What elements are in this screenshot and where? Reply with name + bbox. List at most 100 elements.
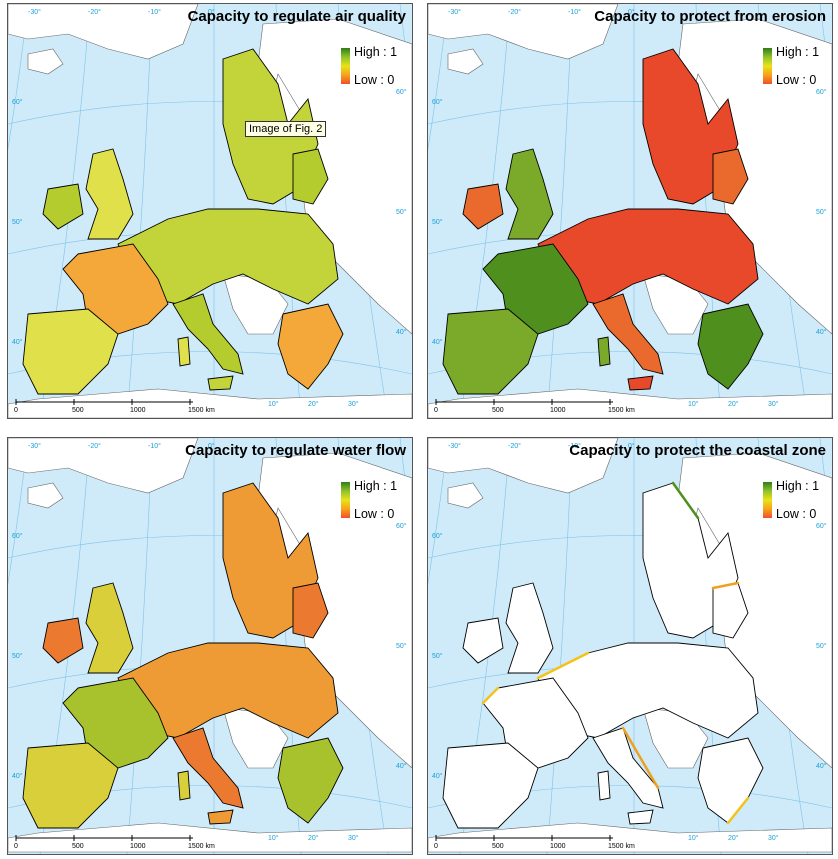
longitude-label: -10° bbox=[148, 8, 161, 16]
eu-region bbox=[22, 308, 119, 395]
longitude-label: 30° bbox=[768, 400, 779, 408]
eu-region bbox=[207, 809, 234, 825]
scale-label: 0 bbox=[434, 843, 438, 850]
longitude-label: -20° bbox=[508, 8, 521, 16]
longitude-label: -10° bbox=[568, 442, 581, 450]
latitude-label: 60° bbox=[396, 522, 407, 530]
image-tooltip: Image of Fig. 2 bbox=[245, 121, 327, 137]
scale-label: 1500 km bbox=[188, 407, 215, 414]
scale-label: 500 bbox=[72, 407, 84, 414]
eu-region bbox=[627, 809, 654, 825]
scale-label: 1500 km bbox=[608, 843, 635, 850]
scale-label: 1000 bbox=[130, 843, 146, 850]
latitude-label: 50° bbox=[396, 642, 407, 650]
eu-region bbox=[207, 375, 234, 391]
scale-label: 1000 bbox=[130, 407, 146, 414]
longitude-label: 0° bbox=[208, 8, 215, 16]
scale-label: 1500 km bbox=[608, 407, 635, 414]
map-panel-water-flow: -30° -20° -10° 0° 10° 20° 30° 60° 60° 50° 50° 40° 40… bbox=[7, 437, 413, 855]
eu-region bbox=[597, 336, 611, 367]
eu-region bbox=[177, 770, 191, 801]
eu-region bbox=[85, 582, 134, 674]
eu-region bbox=[172, 727, 244, 809]
scale-label: 0 bbox=[14, 407, 18, 414]
eu-region bbox=[442, 742, 539, 829]
scale-label: 500 bbox=[72, 843, 84, 850]
longitude-label: 0° bbox=[208, 442, 215, 450]
legend-low-label: Low : 0 bbox=[354, 73, 395, 87]
eu-region bbox=[22, 742, 119, 829]
map-panel-erosion: -30° -20° -10° 0° 10° 20° 30° 60° 60° 50° 50° 40° 40… bbox=[427, 3, 833, 419]
longitude-label: 30° bbox=[348, 834, 359, 842]
longitude-label: -10° bbox=[568, 8, 581, 16]
scale-label: 1000 bbox=[550, 407, 566, 414]
longitude-label: -30° bbox=[28, 442, 41, 450]
eu-region bbox=[597, 770, 611, 801]
scale-bar: 0 500 1000 1500 km bbox=[14, 399, 215, 414]
eu-region bbox=[462, 617, 504, 664]
panel-title: Capacity to regulate air quality bbox=[187, 8, 406, 25]
longitude-label: -10° bbox=[148, 442, 161, 450]
eu-region bbox=[42, 183, 84, 230]
scale-label: 0 bbox=[14, 843, 18, 850]
legend-high-label: High : 1 bbox=[354, 45, 398, 59]
coastal-highlight bbox=[536, 651, 590, 680]
eu-region bbox=[505, 582, 554, 674]
latitude-label: 50° bbox=[396, 208, 407, 216]
eu-region bbox=[627, 375, 654, 391]
longitude-label: -20° bbox=[88, 8, 101, 16]
latitude-label: 40° bbox=[12, 772, 23, 780]
latitude-label: 40° bbox=[816, 762, 827, 770]
eu-region bbox=[592, 727, 664, 809]
latitude-label: 50° bbox=[432, 652, 443, 660]
legend-high-label: High : 1 bbox=[776, 479, 820, 493]
eu-region bbox=[462, 183, 504, 230]
coastal-highlight bbox=[481, 686, 500, 705]
scale-bar: 0 500 1000 1500 km bbox=[14, 835, 215, 850]
eu-region bbox=[292, 148, 329, 205]
legend-color-bar bbox=[763, 48, 772, 84]
longitude-label: 10° bbox=[688, 400, 699, 408]
latitude-label: 40° bbox=[816, 328, 827, 336]
eu-region bbox=[177, 336, 191, 367]
latitude-label: 50° bbox=[432, 218, 443, 226]
legend-low-label: Low : 0 bbox=[776, 507, 817, 521]
latitude-label: 60° bbox=[12, 532, 23, 540]
eu-region bbox=[442, 308, 539, 395]
longitude-label: 30° bbox=[768, 834, 779, 842]
eu-region bbox=[292, 582, 329, 639]
latitude-label: 60° bbox=[396, 88, 407, 96]
legend-low-label: Low : 0 bbox=[776, 73, 817, 87]
scale-bar: 0 500 1000 1500 km bbox=[434, 835, 635, 850]
latitude-label: 40° bbox=[396, 328, 407, 336]
legend-low-label: Low : 0 bbox=[354, 507, 395, 521]
longitude-label: -20° bbox=[88, 442, 101, 450]
longitude-label: 10° bbox=[268, 400, 279, 408]
scale-label: 500 bbox=[492, 843, 504, 850]
scale-label: 0 bbox=[434, 407, 438, 414]
map-panel-air-quality: -30° -20° -10° 0° 10° 20° 30° 60° 60° 50° 50° 40° 40… bbox=[7, 3, 413, 419]
longitude-label: 20° bbox=[728, 400, 739, 408]
latitude-label: 60° bbox=[816, 88, 827, 96]
longitude-label: 20° bbox=[728, 834, 739, 842]
panel-title: Capacity to protect from erosion bbox=[594, 8, 826, 25]
latitude-label: 50° bbox=[816, 208, 827, 216]
eu-region bbox=[712, 148, 749, 205]
scale-label: 1000 bbox=[550, 843, 566, 850]
longitude-label: 0° bbox=[628, 8, 635, 16]
latitude-label: 60° bbox=[432, 532, 443, 540]
longitude-label: -30° bbox=[28, 8, 41, 16]
longitude-label: 20° bbox=[308, 400, 319, 408]
longitude-label: -20° bbox=[508, 442, 521, 450]
europe-map: -30° -20° -10° 0° 10° 20° 30° 60° 60° 50° 50° 40° 40… bbox=[8, 4, 412, 418]
longitude-label: 10° bbox=[688, 834, 699, 842]
coastal-highlight bbox=[671, 481, 700, 520]
legend-color-bar bbox=[341, 482, 350, 518]
eu-region bbox=[592, 293, 664, 375]
legend-color-bar bbox=[341, 48, 350, 84]
eu-region bbox=[277, 303, 344, 390]
europe-map: -30° -20° -10° 0° 10° 20° 30° 60° 60° 50° 50° 40° 40… bbox=[8, 438, 412, 854]
latitude-label: 60° bbox=[432, 98, 443, 106]
scale-bar: 0 500 1000 1500 km bbox=[434, 399, 635, 414]
eu-region bbox=[277, 737, 344, 824]
